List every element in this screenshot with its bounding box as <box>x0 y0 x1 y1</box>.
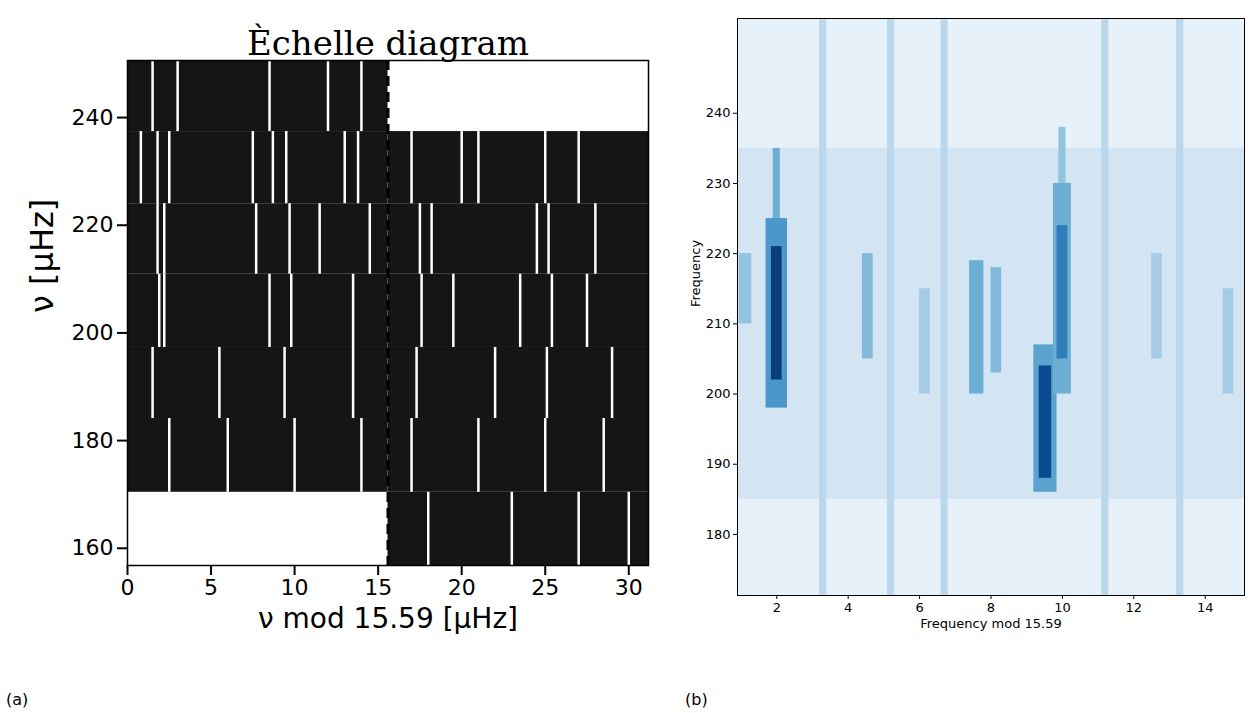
svg-text:2: 2 <box>773 600 781 615</box>
svg-text:ν mod 15.59 [μHz]: ν mod 15.59 [μHz] <box>258 602 518 635</box>
svg-text:10: 10 <box>1054 600 1071 615</box>
svg-text:240: 240 <box>72 105 114 130</box>
svg-text:210: 210 <box>706 316 731 331</box>
svg-text:Frequency: Frequency <box>688 240 703 307</box>
svg-text:230: 230 <box>706 176 731 191</box>
svg-text:ν [μHz]: ν [μHz] <box>23 199 61 313</box>
svg-text:190: 190 <box>706 456 731 471</box>
svg-text:10: 10 <box>281 575 309 600</box>
svg-text:240: 240 <box>706 105 731 120</box>
svg-text:8: 8 <box>987 600 995 615</box>
svg-text:4: 4 <box>844 600 852 615</box>
svg-text:220: 220 <box>706 246 731 261</box>
svg-text:180: 180 <box>706 527 731 542</box>
svg-text:5: 5 <box>204 575 218 600</box>
svg-text:6: 6 <box>915 600 923 615</box>
svg-text:180: 180 <box>72 428 114 453</box>
svg-text:200: 200 <box>706 386 731 401</box>
svg-text:220: 220 <box>72 212 114 237</box>
svg-text:14: 14 <box>1197 600 1214 615</box>
svg-text:25: 25 <box>531 575 559 600</box>
html-text:(a): (a) <box>6 690 29 709</box>
svg-text:12: 12 <box>1126 600 1143 615</box>
svg-text:30: 30 <box>615 575 643 600</box>
svg-text:15: 15 <box>364 575 392 600</box>
svg-text:160: 160 <box>72 535 114 560</box>
html-text:(b): (b) <box>685 690 708 709</box>
svg-text:0: 0 <box>121 575 135 600</box>
svg-text:200: 200 <box>72 320 114 345</box>
svg-text:Frequency mod 15.59: Frequency mod 15.59 <box>920 616 1062 631</box>
svg-text:20: 20 <box>448 575 476 600</box>
svg-text:Èchelle diagram: Èchelle diagram <box>247 23 529 63</box>
